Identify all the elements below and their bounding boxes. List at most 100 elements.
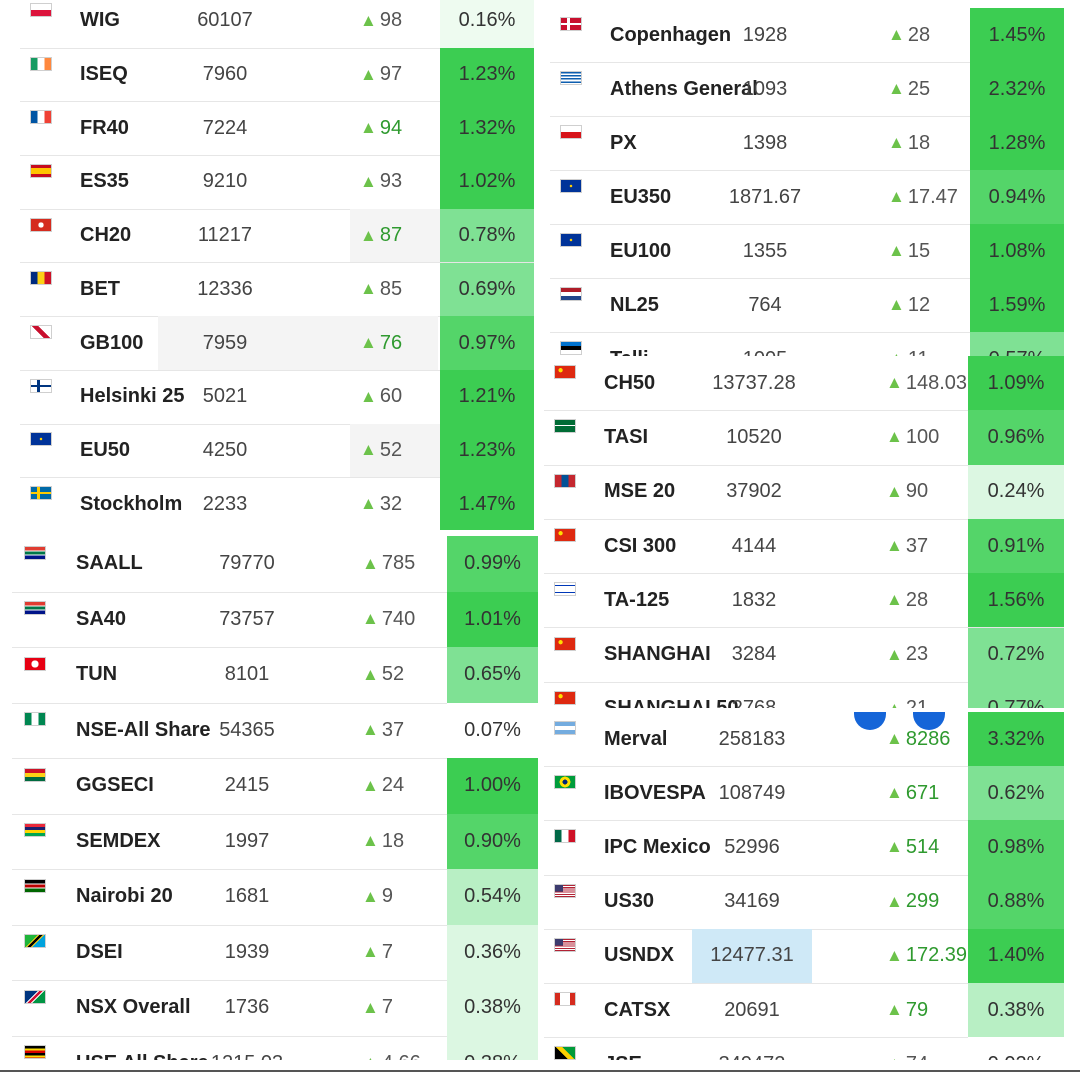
index-name[interactable]: Talli: [610, 332, 649, 357]
index-row[interactable]: Talli1005▲110.57%: [550, 332, 1064, 356]
index-row[interactable]: EU350 1871.67 ▲ 17.47 0.94%: [550, 170, 1064, 225]
index-row[interactable]: CH20 11217 ▲ 87 0.78%: [20, 208, 534, 264]
index-name[interactable]: CSI 300: [604, 534, 677, 557]
change-value: 299: [905, 890, 940, 913]
index-value: 108749: [718, 781, 786, 804]
index-row[interactable]: GB100 7959 ▲ 76 0.97%: [20, 316, 534, 371]
index-row[interactable]: PX 1398 ▲ 18 1.28%: [550, 116, 1064, 171]
percent-change: 1.00%: [447, 758, 538, 814]
index-name[interactable]: CH50: [604, 371, 656, 394]
index-row[interactable]: SA40 73757 ▲ 740 1.01%: [12, 591, 538, 648]
index-row[interactable]: IPC Mexico 52996 ▲ 514 0.98%: [544, 820, 1064, 876]
index-name[interactable]: IPC Mexico: [604, 835, 711, 858]
change-value: 90: [905, 480, 929, 503]
index-name[interactable]: ES35: [80, 170, 129, 193]
index-change: ▲ 85: [360, 263, 450, 317]
index-name[interactable]: USE All Share: [76, 1036, 209, 1060]
index-name[interactable]: Stockholm: [80, 492, 183, 515]
index-name[interactable]: TA-125: [604, 588, 670, 611]
index-name[interactable]: IBOVESPA: [604, 781, 706, 804]
index-name[interactable]: TUN: [76, 663, 118, 686]
index-value: 1093: [742, 77, 788, 100]
index-name[interactable]: SAALL: [76, 552, 143, 575]
index-row[interactable]: Helsinki 25 5021 ▲ 60 1.21%: [20, 369, 534, 425]
index-row[interactable]: Merval 258183 ▲ 8286 3.32%: [544, 712, 1064, 768]
index-name[interactable]: TASI: [604, 425, 649, 448]
index-name[interactable]: BET: [80, 277, 120, 300]
index-row[interactable]: NL25 764 ▲ 12 1.59%: [550, 278, 1064, 333]
index-row[interactable]: SHANGHAI 502768▲210.77%: [544, 681, 1064, 708]
eu-flag-icon: [30, 432, 52, 447]
namibia-flag-icon: [24, 989, 46, 1004]
index-row[interactable]: NSX Overall 1736 ▲ 7 0.38%: [12, 980, 538, 1037]
index-name[interactable]: ISEQ: [80, 63, 128, 86]
index-name[interactable]: SA40: [76, 607, 127, 630]
index-name[interactable]: SHANGHAI: [604, 643, 711, 666]
index-name[interactable]: Merval: [604, 727, 668, 750]
index-row[interactable]: Stockholm 2233 ▲ 32 1.47%: [20, 477, 534, 530]
index-row[interactable]: CSI 300 4144 ▲ 37 0.91%: [544, 518, 1064, 575]
up-arrow-icon: ▲: [888, 241, 905, 260]
index-row[interactable]: FR40 7224 ▲ 94 1.32%: [20, 101, 534, 157]
index-name[interactable]: JSE: [604, 1037, 642, 1060]
index-value: 1398: [742, 131, 788, 154]
index-row[interactable]: GGSECI 2415 ▲ 24 1.00%: [12, 758, 538, 815]
index-row[interactable]: JSE349472▲740.02%: [544, 1037, 1064, 1060]
index-name[interactable]: Nairobi 20: [76, 885, 173, 908]
index-row[interactable]: BET 12336 ▲ 85 0.69%: [20, 262, 534, 318]
index-name[interactable]: WIG: [80, 9, 120, 32]
up-arrow-icon: ▲: [362, 942, 379, 962]
index-name[interactable]: CATSX: [604, 998, 671, 1021]
index-row[interactable]: Copenhagen 1928 ▲ 28 1.45%: [550, 8, 1064, 63]
index-row[interactable]: CH50 13737.28 ▲ 148.03 1.09%: [544, 356, 1064, 412]
index-row[interactable]: SEMDEX 1997 ▲ 18 0.90%: [12, 813, 538, 870]
index-name[interactable]: Copenhagen: [610, 23, 732, 46]
index-name[interactable]: NSE-All Share: [76, 718, 211, 741]
index-row[interactable]: EU50 4250 ▲ 52 1.23%: [20, 423, 534, 479]
index-name[interactable]: GGSECI: [76, 774, 154, 797]
index-row[interactable]: US30 34169 ▲ 299 0.88%: [544, 874, 1064, 930]
index-row[interactable]: USE All Share1215.03▲4.660.38%: [12, 1035, 538, 1060]
index-name[interactable]: NL25: [610, 293, 659, 316]
percent-change: 0.65%: [447, 647, 538, 703]
index-name[interactable]: EU350: [610, 185, 672, 208]
index-row[interactable]: ISEQ 7960 ▲ 97 1.23%: [20, 47, 534, 103]
index-row[interactable]: Nairobi 20 1681 ▲ 9 0.54%: [12, 869, 538, 926]
index-name[interactable]: EU50: [80, 438, 131, 461]
index-row[interactable]: Athens General 1093 ▲ 25 2.32%: [550, 62, 1064, 117]
index-row[interactable]: EU100 1355 ▲ 15 1.08%: [550, 224, 1064, 279]
index-name[interactable]: USNDX: [604, 944, 675, 967]
index-name[interactable]: US30: [604, 890, 655, 913]
index-row[interactable]: MSE 20 37902 ▲ 90 0.24%: [544, 464, 1064, 520]
index-row[interactable]: DSEI 1939 ▲ 7 0.36%: [12, 924, 538, 981]
index-row[interactable]: IBOVESPA 108749 ▲ 671 0.62%: [544, 766, 1064, 822]
index-name[interactable]: PX: [610, 131, 637, 154]
index-row[interactable]: CATSX 20691 ▲ 79 0.38%: [544, 983, 1064, 1039]
index-name[interactable]: CH20: [80, 224, 132, 247]
change-value: 24: [381, 774, 405, 797]
index-name[interactable]: Athens General: [610, 77, 758, 100]
index-name[interactable]: FR40: [80, 116, 129, 139]
index-row[interactable]: TUN 8101 ▲ 52 0.65%: [12, 647, 538, 704]
index-name[interactable]: MSE 20: [604, 480, 676, 503]
up-arrow-icon: ▲: [362, 997, 379, 1017]
index-row[interactable]: TASI 10520 ▲ 100 0.96%: [544, 410, 1064, 466]
index-row[interactable]: WIG 60107 ▲ 98 0.16%: [20, 0, 534, 49]
index-row[interactable]: SHANGHAI 3284 ▲ 23 0.72%: [544, 627, 1064, 683]
index-row[interactable]: NSE-All Share 54365 ▲ 37 0.07%: [12, 702, 538, 759]
index-name[interactable]: EU100: [610, 239, 672, 262]
index-name[interactable]: SEMDEX: [76, 829, 161, 852]
index-name[interactable]: GB100: [80, 331, 144, 354]
index-name[interactable]: SHANGHAI 50: [604, 682, 738, 708]
index-change: ▲ 18: [362, 814, 452, 870]
index-value: 20691: [724, 998, 780, 1021]
index-name[interactable]: Helsinki 25: [80, 385, 185, 408]
index-name[interactable]: NSX Overall: [76, 996, 191, 1019]
index-value: 1736: [224, 996, 270, 1019]
scroll-indicator-dot-right: [913, 712, 945, 730]
index-name[interactable]: DSEI: [76, 940, 123, 963]
index-row[interactable]: USNDX 12477.31 ▲ 172.39 1.40%: [544, 928, 1064, 984]
index-row[interactable]: SAALL 79770 ▲ 785 0.99%: [12, 536, 538, 593]
index-row[interactable]: ES35 9210 ▲ 93 1.02%: [20, 155, 534, 210]
index-row[interactable]: TA-125 1832 ▲ 28 1.56%: [544, 573, 1064, 629]
